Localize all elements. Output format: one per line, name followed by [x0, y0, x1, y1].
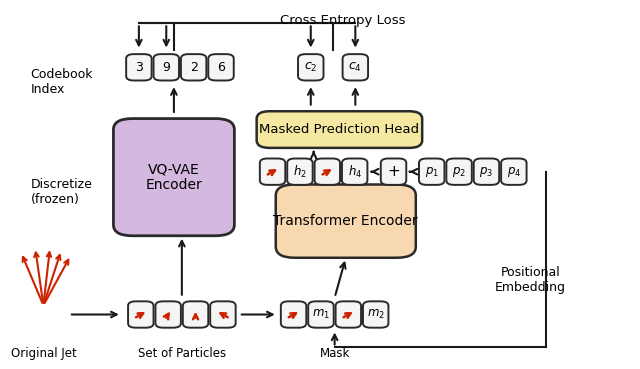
- FancyBboxPatch shape: [126, 54, 152, 80]
- Text: Set of Particles: Set of Particles: [138, 347, 226, 360]
- FancyBboxPatch shape: [156, 301, 181, 328]
- Text: $m_2$: $m_2$: [367, 308, 385, 321]
- Text: Discretize
(frozen): Discretize (frozen): [31, 178, 93, 206]
- FancyBboxPatch shape: [181, 54, 206, 80]
- Text: 2: 2: [189, 61, 198, 74]
- FancyBboxPatch shape: [154, 54, 179, 80]
- Text: Original Jet: Original Jet: [10, 347, 76, 360]
- Text: Codebook
Index: Codebook Index: [31, 68, 93, 96]
- FancyBboxPatch shape: [287, 159, 313, 185]
- Text: 3: 3: [135, 61, 143, 74]
- Text: Transformer Encoder: Transformer Encoder: [273, 214, 418, 228]
- Text: Cross Entropy Loss: Cross Entropy Loss: [280, 14, 405, 27]
- FancyBboxPatch shape: [315, 159, 340, 185]
- FancyBboxPatch shape: [474, 159, 499, 185]
- Text: $p_4$: $p_4$: [507, 165, 521, 179]
- FancyBboxPatch shape: [128, 301, 154, 328]
- FancyBboxPatch shape: [257, 111, 422, 148]
- FancyBboxPatch shape: [342, 54, 368, 80]
- Text: $m_1$: $m_1$: [312, 308, 330, 321]
- FancyBboxPatch shape: [419, 159, 444, 185]
- Text: $p_2$: $p_2$: [452, 165, 466, 179]
- Text: 9: 9: [163, 61, 170, 74]
- Text: Masked Prediction Head: Masked Prediction Head: [259, 123, 419, 136]
- Text: $p_1$: $p_1$: [425, 165, 438, 179]
- FancyBboxPatch shape: [446, 159, 472, 185]
- Text: +: +: [387, 164, 400, 179]
- Text: VQ-VAE
Encoder: VQ-VAE Encoder: [145, 162, 202, 192]
- FancyBboxPatch shape: [183, 301, 208, 328]
- Text: 6: 6: [217, 61, 225, 74]
- Text: Positional
Embedding: Positional Embedding: [495, 266, 566, 294]
- FancyBboxPatch shape: [298, 54, 323, 80]
- FancyBboxPatch shape: [210, 301, 236, 328]
- FancyBboxPatch shape: [208, 54, 234, 80]
- Text: $c_2$: $c_2$: [304, 61, 317, 74]
- Text: $c_4$: $c_4$: [348, 61, 362, 74]
- FancyBboxPatch shape: [260, 159, 285, 185]
- FancyBboxPatch shape: [281, 301, 307, 328]
- Text: Mask: Mask: [319, 347, 350, 360]
- FancyBboxPatch shape: [113, 118, 234, 236]
- FancyBboxPatch shape: [308, 301, 333, 328]
- FancyBboxPatch shape: [501, 159, 527, 185]
- Text: $p_3$: $p_3$: [479, 165, 493, 179]
- FancyBboxPatch shape: [381, 159, 406, 185]
- FancyBboxPatch shape: [342, 159, 367, 185]
- FancyBboxPatch shape: [276, 184, 416, 258]
- FancyBboxPatch shape: [363, 301, 388, 328]
- Text: $h_2$: $h_2$: [293, 163, 307, 180]
- FancyBboxPatch shape: [335, 301, 361, 328]
- Text: $h_4$: $h_4$: [348, 163, 362, 180]
